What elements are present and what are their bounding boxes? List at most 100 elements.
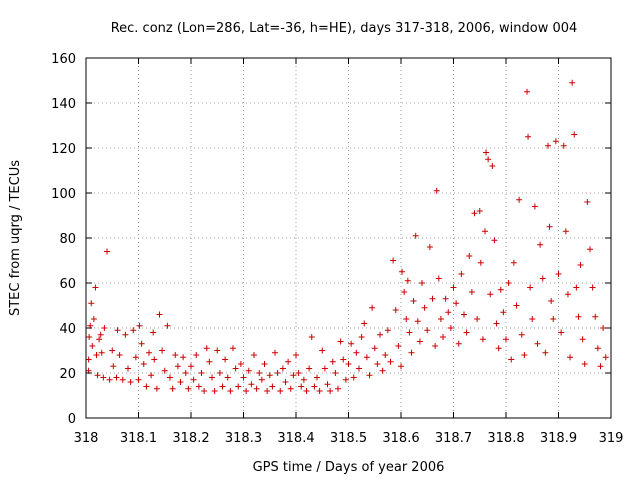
data-point bbox=[350, 374, 357, 381]
data-point bbox=[153, 385, 160, 392]
data-point bbox=[298, 383, 305, 390]
data-point bbox=[581, 361, 588, 367]
data-point bbox=[321, 365, 328, 372]
data-point bbox=[500, 309, 507, 316]
data-point bbox=[98, 349, 105, 356]
data-point bbox=[253, 385, 260, 392]
data-point bbox=[86, 334, 93, 340]
data-point bbox=[542, 349, 549, 356]
data-point bbox=[466, 253, 473, 259]
data-point bbox=[125, 365, 131, 372]
data-point bbox=[489, 163, 496, 169]
data-point bbox=[471, 210, 478, 217]
x-tick-label: 318.1 bbox=[120, 431, 157, 446]
data-point bbox=[558, 329, 565, 336]
data-point bbox=[412, 232, 419, 239]
data-point bbox=[545, 142, 551, 149]
data-point bbox=[463, 329, 470, 336]
data-point bbox=[150, 329, 157, 336]
axis-ticks: 318 318.1 318.2 318.3 318.4 318.5 318.6 318.7 31… bbox=[51, 52, 623, 446]
data-point bbox=[476, 208, 483, 214]
x-tick-label: 318.5 bbox=[330, 431, 367, 446]
data-point bbox=[148, 372, 155, 379]
data-point bbox=[314, 374, 320, 381]
data-point bbox=[371, 345, 378, 352]
data-point bbox=[211, 388, 218, 394]
data-point bbox=[356, 365, 362, 372]
data-point bbox=[172, 352, 179, 358]
data-point bbox=[274, 370, 281, 376]
data-point bbox=[303, 388, 310, 394]
data-point bbox=[390, 257, 397, 264]
data-point bbox=[143, 383, 150, 390]
data-point bbox=[401, 289, 408, 295]
data-point bbox=[222, 356, 229, 363]
data-point bbox=[104, 248, 110, 255]
data-point bbox=[182, 370, 189, 376]
data-point bbox=[167, 374, 173, 381]
data-point bbox=[243, 388, 250, 394]
data-point bbox=[537, 241, 544, 248]
data-point bbox=[395, 343, 402, 349]
data-point bbox=[224, 374, 231, 381]
data-point bbox=[116, 352, 123, 358]
data-point bbox=[525, 133, 532, 140]
data-point bbox=[272, 349, 278, 356]
data-point bbox=[445, 309, 452, 316]
data-point bbox=[285, 358, 292, 365]
data-point bbox=[414, 318, 421, 325]
data-point bbox=[106, 376, 113, 383]
data-point bbox=[458, 271, 465, 277]
data-point bbox=[453, 300, 460, 307]
data-point bbox=[435, 275, 442, 282]
data-point bbox=[219, 383, 226, 390]
data-point bbox=[188, 363, 194, 370]
data-point bbox=[342, 376, 349, 383]
y-tick-label: 0 bbox=[68, 412, 76, 427]
data-point bbox=[203, 345, 210, 352]
data-point bbox=[230, 345, 236, 352]
data-point bbox=[602, 354, 609, 361]
data-point bbox=[90, 316, 97, 322]
data-point bbox=[562, 228, 569, 235]
data-point bbox=[548, 298, 555, 304]
data-point bbox=[201, 388, 208, 394]
data-point bbox=[455, 340, 462, 347]
data-point bbox=[93, 352, 100, 358]
data-point bbox=[159, 347, 166, 354]
data-point bbox=[592, 313, 599, 320]
x-tick-label: 318.2 bbox=[172, 431, 209, 446]
data-point bbox=[256, 370, 263, 376]
data-point bbox=[319, 347, 326, 354]
data-point bbox=[335, 385, 341, 392]
data-point bbox=[589, 284, 596, 291]
data-point bbox=[442, 295, 449, 302]
data-point bbox=[85, 356, 92, 363]
data-point bbox=[290, 372, 297, 379]
data-point bbox=[487, 291, 494, 298]
data-point bbox=[503, 336, 509, 343]
data-point bbox=[534, 340, 541, 347]
data-point bbox=[324, 381, 331, 388]
data-point bbox=[461, 311, 467, 318]
data-point bbox=[287, 385, 294, 392]
data-point bbox=[113, 374, 120, 381]
data-point bbox=[127, 379, 134, 385]
data-point bbox=[240, 374, 247, 381]
data-point bbox=[491, 237, 498, 244]
data-point bbox=[366, 372, 373, 379]
y-tick-label: 20 bbox=[59, 367, 76, 382]
data-point bbox=[209, 374, 215, 381]
data-point bbox=[340, 356, 347, 363]
data-points bbox=[85, 79, 609, 394]
data-point bbox=[524, 88, 530, 95]
x-axis-title: GPS time / Days of year 2006 bbox=[253, 460, 445, 475]
data-point bbox=[92, 284, 99, 291]
data-point bbox=[597, 363, 604, 370]
x-tick-label: 318.6 bbox=[382, 431, 419, 446]
data-point bbox=[261, 361, 268, 367]
data-point bbox=[416, 338, 423, 345]
x-tick-label: 318 bbox=[74, 431, 99, 446]
data-point bbox=[101, 325, 108, 331]
